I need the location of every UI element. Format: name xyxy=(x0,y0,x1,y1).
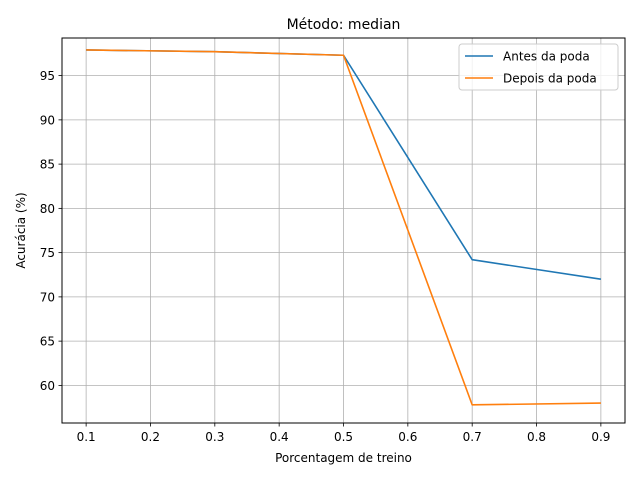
y-axis-label: Acurácia (%) xyxy=(14,192,28,268)
y-tick-label: 65 xyxy=(40,335,55,349)
y-tick-label: 60 xyxy=(40,379,55,393)
y-tick-label: 90 xyxy=(40,113,55,127)
series-lines xyxy=(86,49,601,406)
grid xyxy=(62,38,625,423)
legend-label: Depois da poda xyxy=(503,72,597,86)
y-tick-label: 80 xyxy=(40,202,55,216)
x-tick-label: 0.4 xyxy=(270,430,289,444)
x-axis-label: Porcentagem de treino xyxy=(275,451,412,465)
y-axis-ticks: 60 65 70 75 80 85 90 95 xyxy=(40,69,62,393)
x-tick-label: 0.7 xyxy=(463,430,482,444)
x-tick-label: 0.3 xyxy=(205,430,224,444)
legend-box xyxy=(458,43,619,91)
y-tick-label: 70 xyxy=(40,290,55,304)
x-tick-label: 0.8 xyxy=(527,430,546,444)
x-axis-ticks: 0.1 0.2 0.3 0.4 0.5 0.6 0.7 0.8 0.9 xyxy=(77,423,610,444)
x-tick-label: 0.6 xyxy=(398,430,417,444)
y-tick-label: 85 xyxy=(40,158,55,172)
y-tick-label: 75 xyxy=(40,246,55,260)
x-tick-label: 0.5 xyxy=(334,430,353,444)
legend: Antes da poda Depois da poda xyxy=(458,43,619,91)
x-tick-label: 0.9 xyxy=(591,430,610,444)
x-tick-label: 0.1 xyxy=(77,430,96,444)
x-tick-label: 0.2 xyxy=(141,430,160,444)
chart-title: Método: median xyxy=(287,17,401,33)
legend-label: Antes da poda xyxy=(503,50,590,64)
y-tick-label: 95 xyxy=(40,69,55,83)
series-line-2 xyxy=(86,49,601,406)
